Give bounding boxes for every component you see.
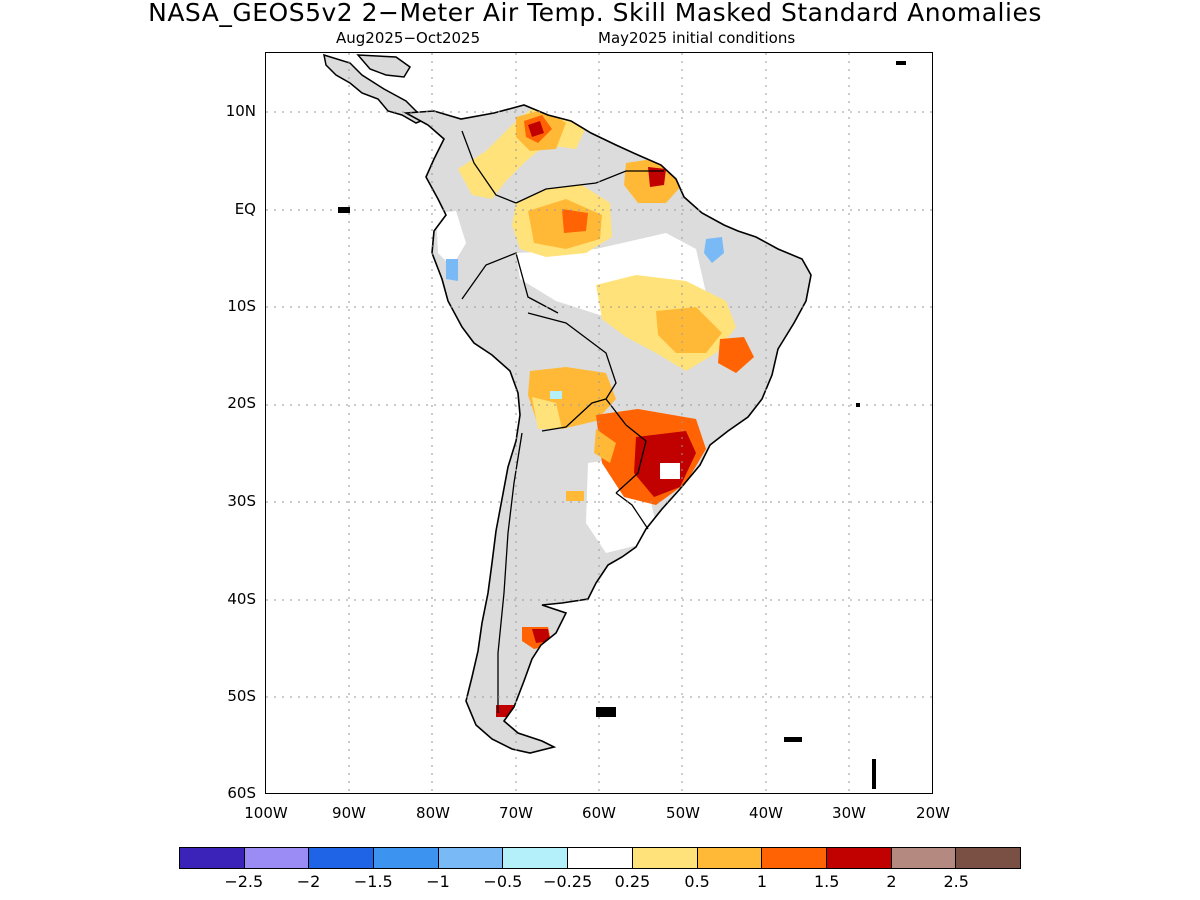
map-panel	[265, 52, 933, 794]
legend-bin-3	[374, 848, 439, 868]
lon-label-30w: 30W	[832, 804, 866, 822]
lat-label-10n: 10N	[225, 102, 256, 120]
anomaly-region-central-brazil-peak	[718, 337, 754, 373]
legend-bin-11	[891, 848, 957, 868]
central-america-north-land	[356, 54, 411, 78]
legend-bin-5	[503, 848, 569, 868]
negative-anomaly-northeast	[704, 237, 724, 263]
border-colombia-venezuela	[461, 130, 517, 204]
islands	[338, 61, 906, 789]
legend-bin-9	[762, 848, 827, 868]
legend-bin-7	[632, 848, 698, 868]
island-falklands	[596, 707, 616, 717]
lat-label-30s: 30S	[227, 492, 256, 510]
map-title: NASA_GEOS5v2 2−Meter Air Temp. Skill Mas…	[148, 0, 1042, 27]
legend-label-10: 2	[886, 872, 897, 891]
legend-bin-8	[697, 848, 763, 868]
island-galapagos	[338, 207, 350, 213]
near-zero-region-west	[436, 211, 466, 267]
anomaly-region-central-brazil-core	[656, 307, 722, 353]
border-bolivia-paraguay	[541, 398, 627, 432]
legend-label-1: −2	[296, 872, 321, 891]
lat-label-10s: 10S	[227, 297, 256, 315]
lon-label-90w: 90W	[332, 804, 366, 822]
lat-label-20s: 20S	[227, 394, 256, 412]
lon-label-70w: 70W	[499, 804, 533, 822]
legend-label-2: −1.5	[353, 872, 393, 891]
island-ne-1	[896, 61, 906, 65]
anomaly-region-guiana-peak	[648, 167, 666, 187]
lon-label-100w: 100W	[244, 804, 288, 822]
negative-anomaly-bolivia	[550, 391, 562, 399]
legend-bin-4	[438, 848, 504, 868]
legend-label-5: −0.25	[543, 872, 593, 891]
legend-bin-10	[826, 848, 892, 868]
border-bolivia-brazil	[527, 312, 617, 400]
country-borders	[461, 130, 664, 713]
legend-label-7: 0.5	[684, 872, 710, 891]
legend-bin-0	[180, 848, 245, 868]
lon-label-20w: 20W	[916, 804, 950, 822]
island-sandwich	[872, 759, 876, 789]
lat-label-50s: 50S	[227, 687, 256, 705]
color-scale-legend	[179, 847, 1021, 869]
lon-label-80w: 80W	[416, 804, 450, 822]
anomaly-region-central-south	[566, 491, 584, 501]
anomaly-region-north-max	[528, 121, 544, 137]
legend-bin-2	[309, 848, 375, 868]
legend-label-9: 1.5	[813, 872, 840, 891]
legend-bin-6	[568, 848, 633, 868]
initial-conditions-subtitle: May2025 initial conditions	[598, 29, 796, 47]
near-zero-patch-southeast	[660, 463, 680, 479]
anomaly-layer	[436, 105, 754, 717]
legend-label-0: −2.5	[224, 872, 264, 891]
legend-label-3: −1	[426, 872, 450, 891]
legend-label-6: 0.25	[614, 872, 651, 891]
legend-bin-1	[244, 848, 310, 868]
lat-label-eq: EQ	[234, 200, 256, 218]
negative-anomaly-ecuador	[446, 259, 458, 281]
island-ne-2	[856, 403, 860, 407]
anomaly-region-patagonia-peak	[532, 629, 550, 643]
valid-period-subtitle: Aug2025−Oct2025	[336, 29, 481, 47]
border-uruguay	[615, 492, 649, 530]
lon-label-40w: 40W	[749, 804, 783, 822]
lat-label-40s: 40S	[227, 590, 256, 608]
island-south-georgia	[784, 737, 802, 742]
border-chile-argentina	[497, 432, 523, 713]
lat-label-60s: 60S	[227, 784, 256, 802]
border-venezuela-brazil	[515, 170, 664, 204]
legend-label-8: 1	[756, 872, 768, 891]
legend-label-11: 2.5	[943, 872, 969, 891]
lon-label-60w: 60W	[582, 804, 616, 822]
central-america-land	[323, 53, 428, 124]
anomaly-map	[266, 53, 932, 793]
anomaly-region-amazon-west-peak	[562, 209, 588, 233]
lon-label-50w: 50W	[666, 804, 700, 822]
legend-bin-12	[956, 848, 1020, 868]
legend-label-4: −0.5	[483, 872, 523, 891]
border-argentina-brazil	[615, 424, 647, 494]
